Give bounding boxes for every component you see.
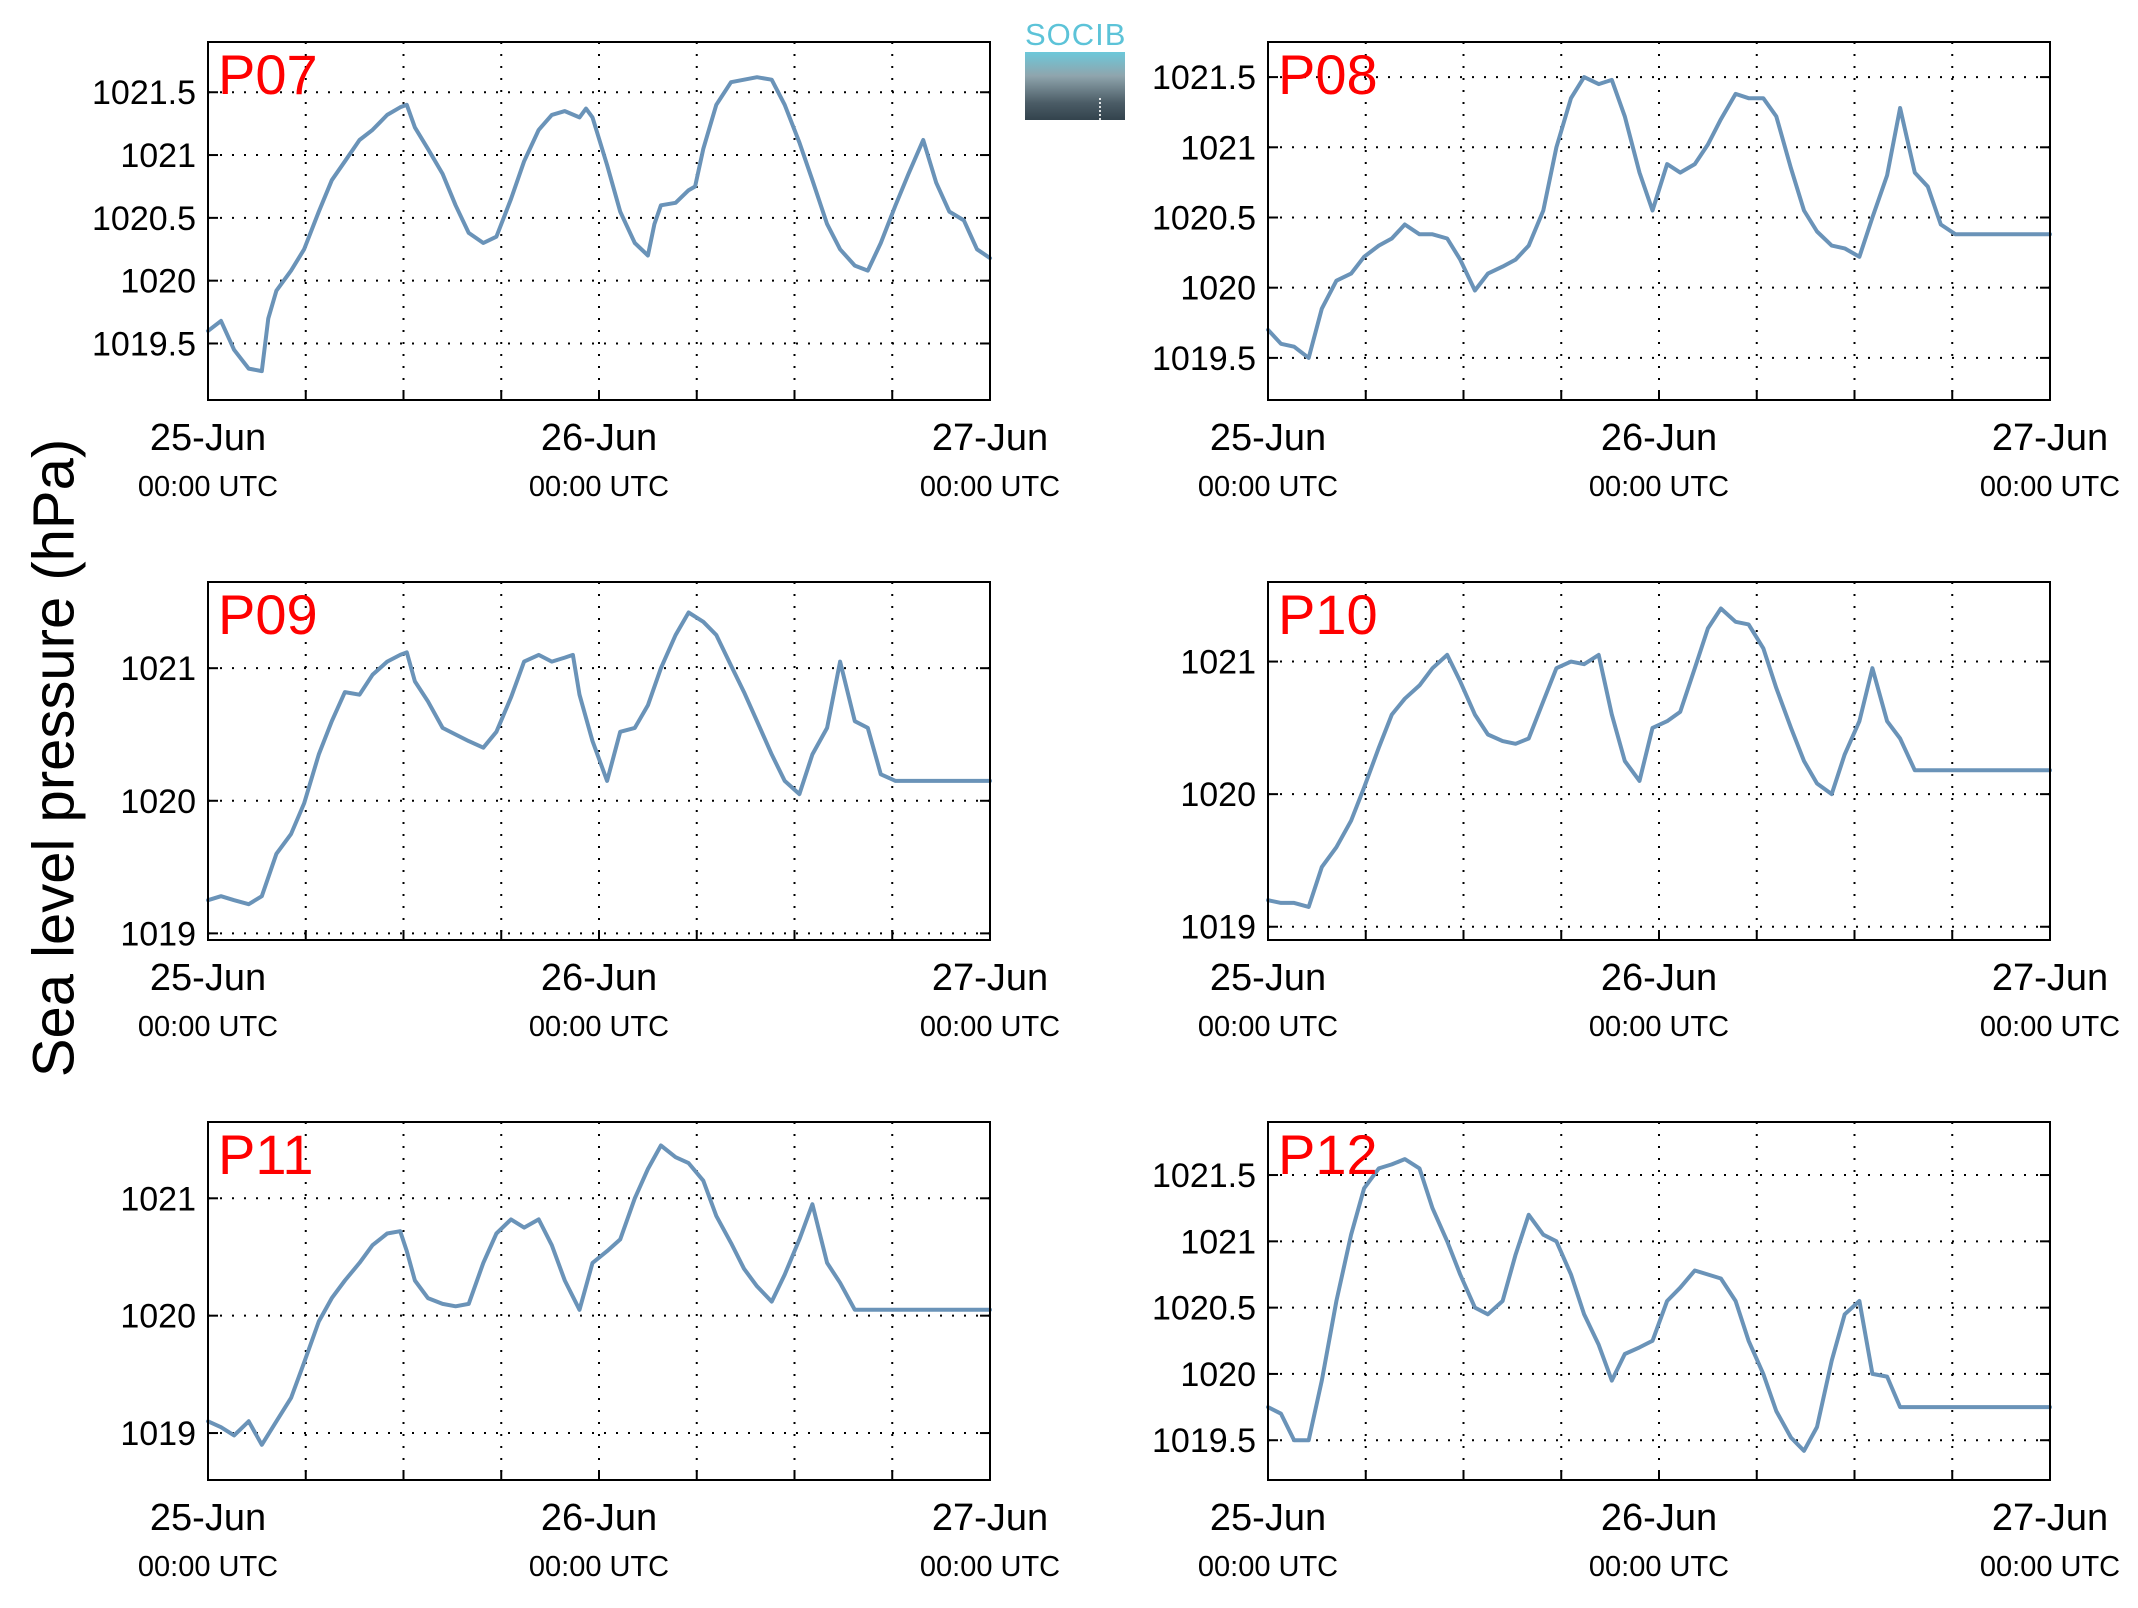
pressure-series-line [1266,1157,2052,1453]
station-label: P12 [1278,1123,1378,1186]
y-tick-label: 1019 [120,1415,196,1453]
y-tick-label: 1021 [120,650,196,688]
x-tick-label: 25-Jun [150,417,266,459]
x-tick-label: 26-Jun [1601,1497,1717,1539]
pressure-series-line [206,1143,992,1447]
x-tick-sublabel: 00:00 UTC [1198,1011,1338,1043]
x-tick-label: 26-Jun [541,417,657,459]
socib-logo: SOCIB [1025,17,1127,148]
x-tick-sublabel: 00:00 UTC [1198,471,1338,503]
socib-logo-text: SOCIB [1025,17,1127,52]
axes-frame [1267,41,2051,401]
y-tick-label: 1020 [1180,270,1256,308]
station-label: P09 [218,583,318,646]
y-tick-label: 1020 [1180,776,1256,814]
x-tick-label: 27-Jun [1992,957,2108,999]
y-tick-label: 1019.5 [92,325,196,363]
y-tick-label: 1020.5 [1152,199,1256,237]
y-tick-label: 1019 [120,915,196,953]
x-tick-label: 25-Jun [1210,957,1326,999]
y-tick-label: 1020 [1180,1356,1256,1394]
x-tick-sublabel: 00:00 UTC [138,471,278,503]
pressure-series-line [1266,606,2052,909]
pressure-series-line [1266,75,2052,360]
axes-frame [207,41,991,401]
x-tick-label: 25-Jun [150,957,266,999]
x-tick-label: 27-Jun [932,1497,1048,1539]
x-tick-label: 26-Jun [541,957,657,999]
station-label: P11 [218,1123,313,1186]
x-tick-sublabel: 00:00 UTC [1589,471,1729,503]
subplot-p11: 1019 1020 1021 25-Jun 00:00 UTC 26-Jun 00:00 U… [120,1121,1060,1583]
station-label: P07 [218,43,318,106]
x-tick-sublabel: 00:00 UTC [920,1011,1060,1043]
x-tick-label: 26-Jun [541,1497,657,1539]
axes-frame [1267,581,2051,941]
y-tick-label: 1020.5 [1152,1290,1256,1328]
x-tick-sublabel: 00:00 UTC [529,1011,669,1043]
x-tick-label: 27-Jun [932,417,1048,459]
x-tick-sublabel: 00:00 UTC [1198,1551,1338,1583]
socib-logo-graphic [1025,52,1125,148]
pressure-series-line [206,610,992,907]
x-tick-label: 27-Jun [932,957,1048,999]
x-tick-label: 26-Jun [1601,417,1717,459]
x-tick-label: 27-Jun [1992,417,2108,459]
y-tick-label: 1020.5 [92,200,196,238]
subplot-p08: 1019.5 1020 1020.5 1021 1021.5 25-Jun 00:00 UT… [1152,41,2120,503]
y-tick-label: 1020 [120,783,196,821]
x-tick-sublabel: 00:00 UTC [1980,471,2120,503]
axes-frame [207,581,991,941]
y-tick-label: 1021 [120,1180,196,1218]
x-tick-label: 26-Jun [1601,957,1717,999]
x-tick-sublabel: 00:00 UTC [529,471,669,503]
y-tick-label: 1021.5 [92,74,196,112]
y-tick-label: 1021 [1180,644,1256,682]
x-tick-sublabel: 00:00 UTC [1589,1551,1729,1583]
y-tick-label: 1019.5 [1152,340,1256,378]
x-tick-sublabel: 00:00 UTC [1980,1011,2120,1043]
axes-frame [1267,1121,2051,1481]
y-tick-label: 1020 [120,263,196,301]
subplot-p12: 1019.5 1020 1020.5 1021 1021.5 25-Jun 00:00 UT… [1152,1121,2120,1583]
y-axis-label: Sea level pressure (hPa) [21,438,87,1078]
x-tick-label: 25-Jun [1210,417,1326,459]
subplot-p09: 1019 1020 1021 25-Jun 00:00 UTC 26-Jun 00:00 U… [120,581,1060,1043]
y-tick-label: 1021.5 [1152,1157,1256,1195]
socib-logo-dotted-line [1099,98,1101,148]
y-tick-label: 1021.5 [1152,59,1256,97]
y-tick-label: 1019 [1180,909,1256,947]
x-tick-sublabel: 00:00 UTC [920,471,1060,503]
y-tick-label: 1021 [1180,129,1256,167]
axes-frame [207,1121,991,1481]
x-tick-label: 25-Jun [1210,1497,1326,1539]
subplot-p10: 1019 1020 1021 25-Jun 00:00 UTC 26-Jun 00:00 U… [1180,581,2120,1043]
x-tick-sublabel: 00:00 UTC [138,1011,278,1043]
x-tick-label: 25-Jun [150,1497,266,1539]
station-label: P10 [1278,583,1378,646]
x-tick-sublabel: 00:00 UTC [529,1551,669,1583]
y-tick-label: 1021 [1180,1223,1256,1261]
y-tick-label: 1019.5 [1152,1422,1256,1460]
subplot-p07: 1019.5 1020 1020.5 1021 1021.5 25-Jun 00:00 UT… [92,41,1060,503]
x-tick-sublabel: 00:00 UTC [920,1551,1060,1583]
x-tick-sublabel: 00:00 UTC [138,1551,278,1583]
y-tick-label: 1021 [120,137,196,175]
pressure-series-line [206,75,992,374]
station-label: P08 [1278,43,1378,106]
x-tick-sublabel: 00:00 UTC [1980,1551,2120,1583]
x-tick-sublabel: 00:00 UTC [1589,1011,1729,1043]
x-tick-label: 27-Jun [1992,1497,2108,1539]
y-tick-label: 1020 [120,1298,196,1336]
